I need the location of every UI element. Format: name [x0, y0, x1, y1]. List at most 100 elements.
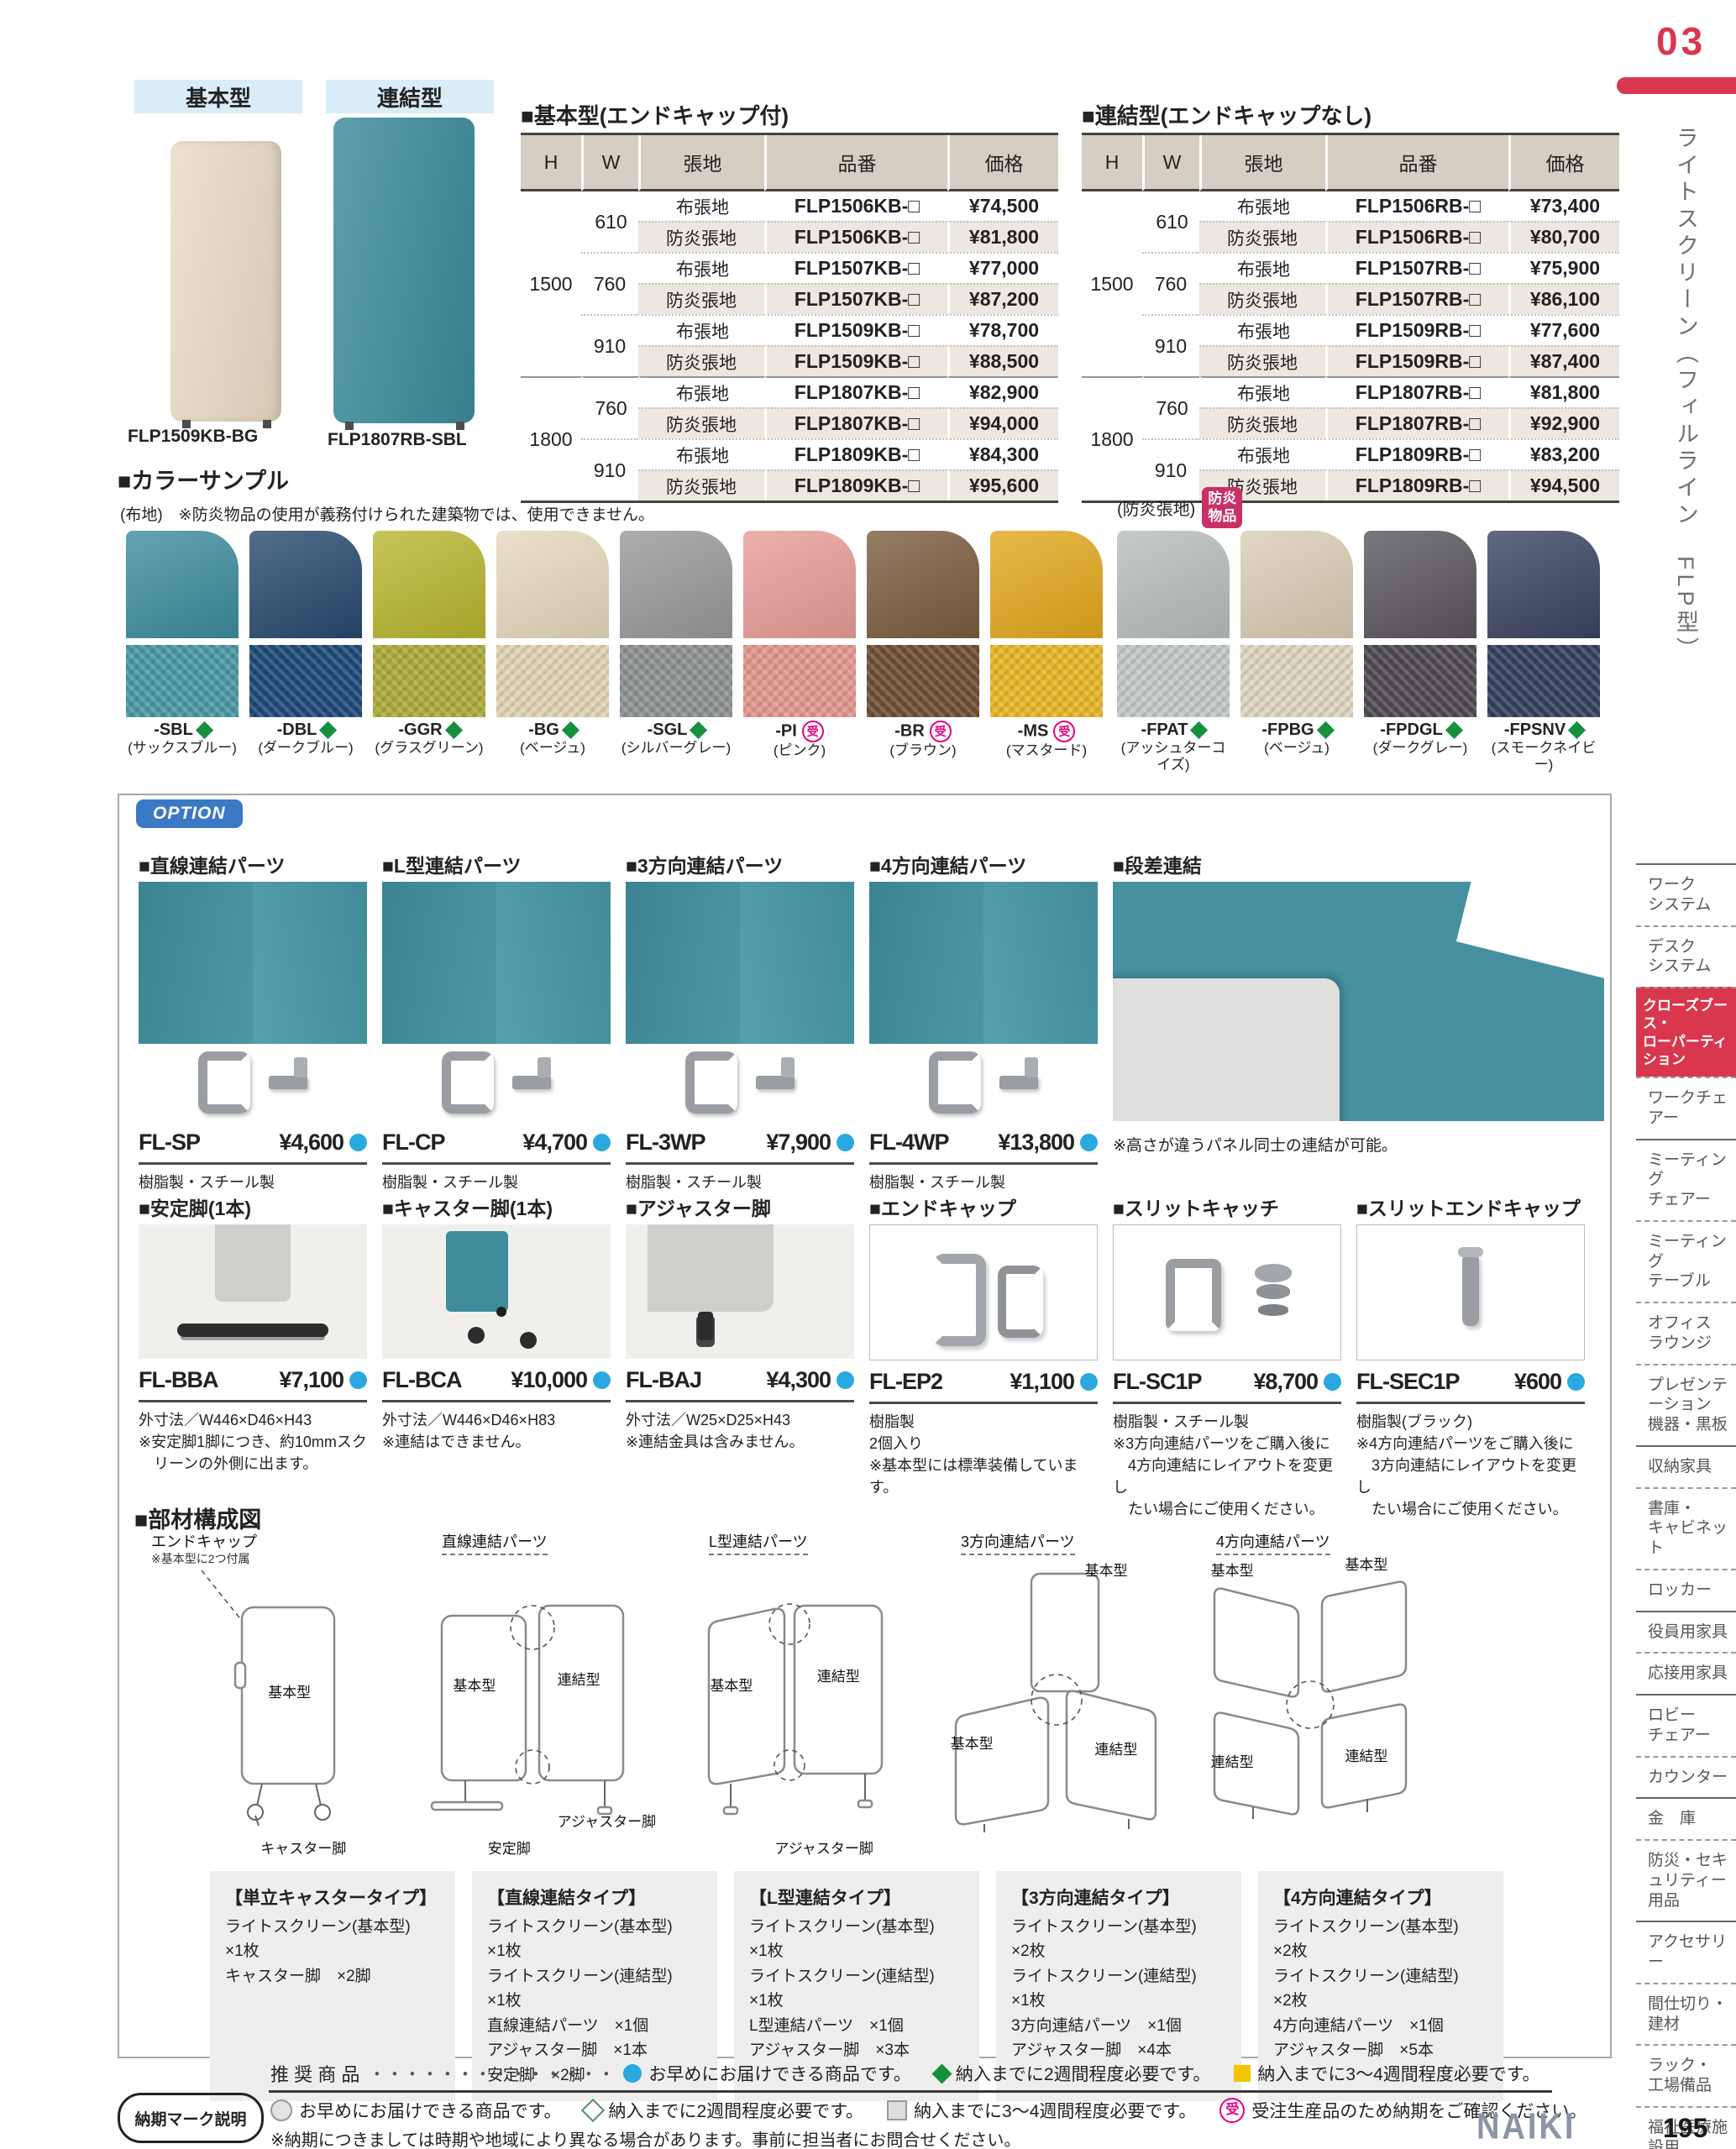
legend-item: 納入までに3～4週間程度必要です。 — [1234, 2061, 1540, 2086]
color-code: -FPDGL — [1364, 721, 1476, 740]
sidebar-item[interactable]: オフィス ラウンジ — [1636, 1302, 1736, 1364]
color-name: (シルバーグレー) — [621, 740, 732, 756]
fabric-texture-sample — [373, 645, 485, 717]
panel-color-sample — [496, 531, 609, 638]
straight-connector-label: 直線連結パーツ — [442, 1530, 548, 1555]
color-name: (サックスブルー) — [128, 740, 237, 756]
connector-parts — [382, 1044, 611, 1121]
link-panel-photo — [333, 118, 475, 430]
basic-panel-label: 基本型 — [1084, 1563, 1128, 1580]
diagram-caption: 【単立キャスタータイプ】 ライトスクリーン(基本型) ×1枚 キャスター脚 ×2… — [210, 1871, 455, 2102]
delivery-mark-icon — [1190, 721, 1209, 740]
delivery-mark-icon: 受 — [801, 721, 824, 742]
category-sidebar: ワーク システム デスク システム クローズブース・ ローパーティション ワーク… — [1636, 863, 1736, 2149]
color-name: (ピンク) — [773, 742, 826, 758]
quick-delivery-mark-icon — [593, 1134, 611, 1151]
sidebar-item[interactable]: ミーティング テーブル — [1636, 1219, 1736, 1302]
option-card-title: ■直線連結パーツ — [139, 855, 286, 877]
link-panel-label: 連結型 — [816, 1668, 860, 1685]
basic-panel-label: 基本型 — [1345, 1556, 1388, 1573]
product-description: 樹脂製・スチール製 — [626, 1174, 762, 1191]
basic-panel-label: 基本型 — [950, 1735, 994, 1752]
link-panel-label: 連結型 — [1210, 1754, 1254, 1771]
sidebar-item[interactable]: ワーク システム — [1636, 863, 1736, 925]
color-code: -SBL — [126, 721, 239, 740]
l-connector-label: L型連結パーツ — [709, 1530, 808, 1555]
legend-item: お早めにお届けできる商品です。 — [270, 2098, 561, 2123]
legend-row-1: 推 奨 商 品 ・・・・・・・・・・・・・・ お早めにお届けできる商品です。 納… — [270, 2060, 1564, 2087]
sidebar-item[interactable]: 防災・セキュリティー 用品 — [1636, 1839, 1736, 1921]
product-description: 外寸法／W25×D25×H43 ※連結金具は含みません。 — [626, 1412, 805, 1451]
fabric-texture-sample — [496, 645, 609, 717]
quick-delivery-mark-icon — [1567, 1373, 1585, 1391]
delivery-mark-icon: 受 — [1053, 721, 1076, 742]
legend-item: 納入までに3～4週間程度必要です。 — [887, 2098, 1196, 2123]
color-samples-title: ■カラーサンプル — [118, 469, 289, 494]
diagram-3way-connection: 3方向連結パーツ 基本型 基本型 連結型 — [931, 1533, 1179, 1853]
sidebar-item[interactable]: 福祉医療施設用 家具 — [1636, 2105, 1736, 2149]
legend-text: 納入までに3～4週間程度必要です。 — [914, 2102, 1197, 2121]
sidebar-item[interactable]: アクセサリー — [1636, 1921, 1736, 1983]
fabric-texture-sample — [867, 645, 979, 717]
product-code: FL-BCA — [382, 1367, 462, 1392]
sidebar-item[interactable]: 役員用家具 — [1636, 1610, 1736, 1653]
legend-row-2: お早めにお届けできる商品です。 納入までに2週間程度必要です。 納入までに3～4… — [270, 2098, 1610, 2123]
color-code: -DBL — [249, 721, 362, 740]
color-code: -FPBG — [1240, 721, 1353, 740]
sidebar-item[interactable]: 収納家具 — [1636, 1444, 1736, 1487]
fabric-texture-sample — [1117, 645, 1230, 717]
adjuster-leg-label: アジャスター脚 — [774, 1841, 873, 1857]
sidebar-item[interactable]: 金 庫 — [1636, 1797, 1736, 1839]
delivery-symbol-icon: 受 — [1219, 2098, 1246, 2123]
fabric-texture-sample — [249, 645, 362, 717]
sidebar-item[interactable]: ロッカー — [1636, 1568, 1736, 1611]
connector-bracket-icon — [756, 1057, 795, 1089]
diagram-captions: 【単立キャスタータイプ】 ライトスクリーン(基本型) ×1枚 キャスター脚 ×2… — [210, 1871, 1503, 2102]
sidebar-item[interactable]: カウンター — [1636, 1755, 1736, 1798]
color-swatch: -FPDGL (ダークグレー) — [1364, 531, 1476, 773]
sidebar-item[interactable]: ロビー チェアー — [1636, 1694, 1736, 1756]
connector-parts — [139, 1044, 367, 1121]
connector-bracket-icon — [512, 1057, 551, 1089]
sidebar-item[interactable]: デスク システム — [1636, 925, 1736, 988]
sidebar-item[interactable]: ラック・ 工場備品 — [1636, 2044, 1736, 2106]
panel-color-sample — [990, 531, 1103, 638]
delivery-mark-icon — [690, 721, 708, 740]
product-code: FL-BAJ — [626, 1367, 702, 1392]
delivery-mark-icon — [561, 721, 580, 740]
diagram-4way-connection: 4方向連結パーツ 基本型 基本型 連結型 連結型 — [1186, 1533, 1434, 1853]
color-swatch: -BR 受 (ブラウン) — [867, 531, 979, 759]
caption-body: ライトスクリーン(基本型) ×2枚 ライトスクリーン(連結型) ×1枚 3方向連… — [1011, 1918, 1197, 2060]
table-row: 1800 760 布張地 FLP1807RB-□ ¥81,800 — [1082, 376, 1619, 501]
product-description: 樹脂製 2個入り ※基本型には標準装備しています。 — [869, 1413, 1078, 1496]
product-description: 樹脂製(ブラック) ※4方向連結パーツをご購入後に 3方向連結にレイアウトを変更… — [1356, 1413, 1577, 1518]
sidebar-item[interactable]: 間仕切り・ 建材 — [1636, 1982, 1736, 2045]
product-price: ¥7,900 — [766, 1130, 831, 1155]
accessory-product-photo — [139, 1224, 367, 1359]
option-card: ■キャスター脚(1本) FL-BCA ¥10,000 外寸法／W446×D46×… — [382, 1192, 611, 1520]
fabric-texture-sample — [1487, 645, 1600, 717]
link-panel-label: 連結型 — [1094, 1742, 1138, 1759]
fabric-texture-sample — [1364, 645, 1476, 717]
delivery-symbol-icon — [887, 2100, 908, 2120]
hero-link-label: 連結型 — [326, 80, 494, 113]
quick-delivery-mark-icon — [837, 1371, 854, 1389]
sidebar-item[interactable]: ワークチェアー — [1636, 1077, 1736, 1139]
sidebar-item[interactable]: クローズブース・ ローパーティション — [1636, 987, 1736, 1077]
sidebar-item[interactable]: ミーティング チェアー — [1636, 1138, 1736, 1220]
connector-clip-icon — [685, 1051, 737, 1114]
sidebar-item[interactable]: 応接用家具 — [1636, 1652, 1736, 1694]
delivery-mark-icon — [1568, 721, 1587, 740]
panel-line-drawing — [954, 1572, 1157, 1832]
sidebar-item[interactable]: 書庫・ キャビネット — [1636, 1486, 1736, 1569]
panel-color-sample — [1487, 531, 1600, 638]
delivery-mark-icon — [1316, 721, 1335, 740]
legend-text: 受注生産品のため納期をご確認ください。 — [1251, 2102, 1587, 2121]
product-price: ¥8,700 — [1253, 1369, 1319, 1394]
delivery-symbol-icon — [270, 2099, 292, 2121]
delivery-symbol-icon — [931, 2063, 952, 2084]
sidebar-item[interactable]: プレゼンテーション 機器・黒板 — [1636, 1363, 1736, 1445]
stagger-title: ■段差連結 — [1113, 855, 1202, 877]
